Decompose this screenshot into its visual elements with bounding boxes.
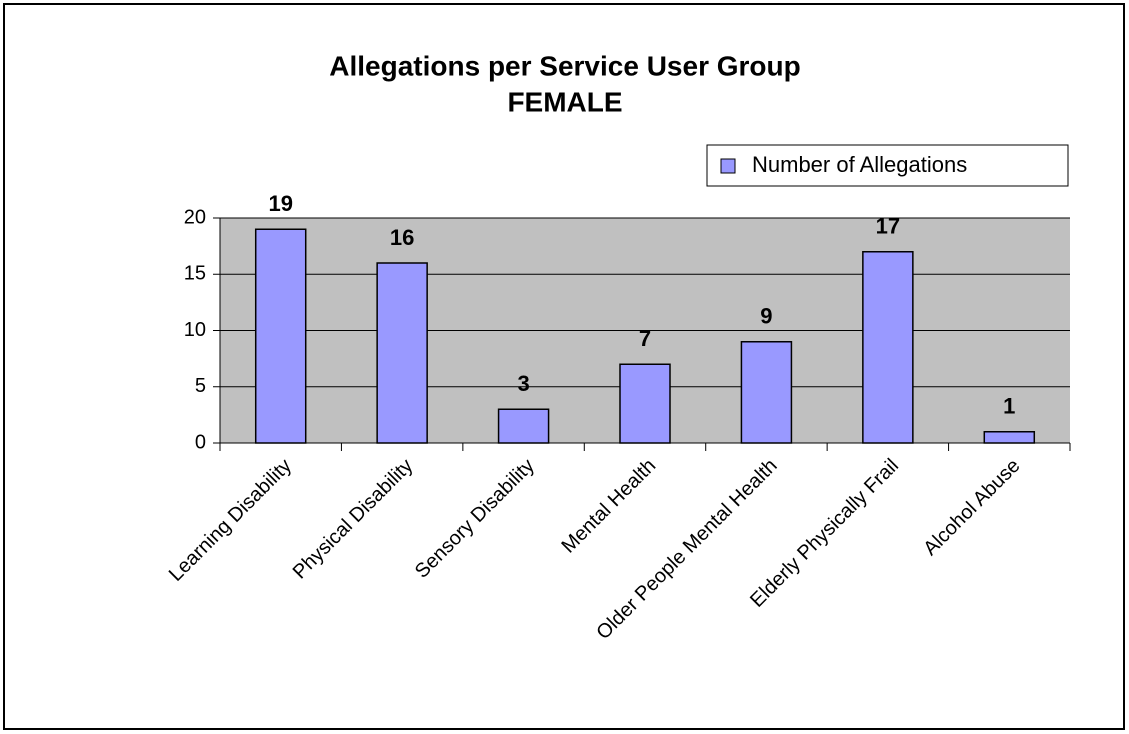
y-tick-label: 15 [184, 263, 206, 285]
data-label: 9 [760, 304, 772, 329]
bar [376, 262, 428, 444]
data-label: 19 [268, 191, 292, 216]
data-label: 1 [1003, 394, 1015, 419]
bar [619, 363, 671, 444]
data-label: 16 [390, 225, 414, 250]
legend-box [706, 144, 1069, 187]
y-tick-label: 20 [184, 206, 206, 228]
y-tick-label: 5 [195, 375, 206, 397]
bar [254, 228, 307, 444]
y-tick-label: 10 [184, 319, 206, 341]
chart-subtitle: FEMALE [507, 86, 622, 117]
chart-title: Allegations per Service User Group [329, 50, 801, 81]
data-label: 3 [517, 371, 529, 396]
bar [740, 341, 793, 444]
bar [497, 408, 550, 444]
bar [983, 431, 1036, 444]
legend-swatch [720, 158, 736, 174]
bar [862, 251, 914, 444]
data-label: 7 [639, 326, 651, 351]
y-tick-label: 0 [195, 431, 206, 453]
legend-label: Number of Allegations [752, 152, 967, 177]
data-label: 17 [876, 214, 900, 239]
